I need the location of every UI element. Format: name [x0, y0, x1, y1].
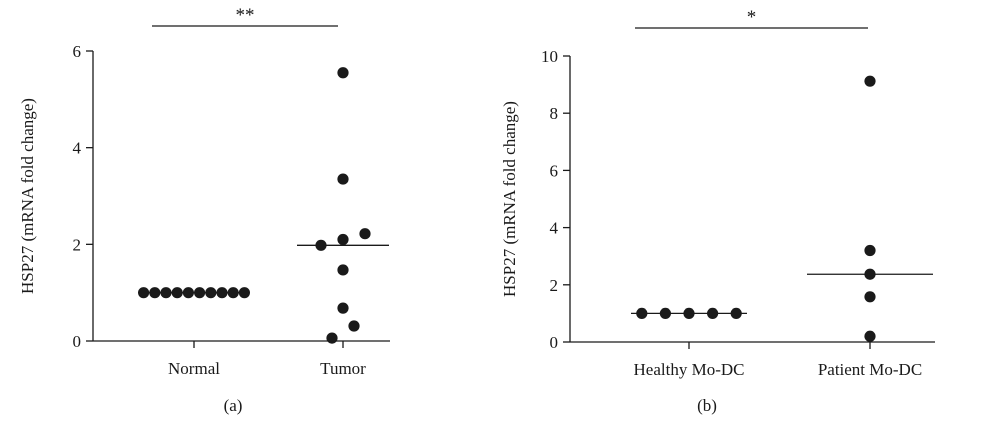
data-point — [337, 173, 349, 185]
y-axis-title: HSP27 (mRNA fold change) — [500, 101, 519, 297]
data-point — [337, 67, 349, 79]
significance-marker: * — [747, 7, 757, 28]
y-tick-label: 2 — [73, 235, 82, 254]
data-point — [864, 291, 876, 303]
y-tick-label: 0 — [73, 332, 82, 351]
y-tick-label: 0 — [550, 333, 559, 352]
data-point — [864, 244, 876, 257]
y-axis-title: HSP27 (mRNA fold change) — [18, 98, 37, 294]
panel-a-chart: 0 2 4 6 Normal Tumor HSP27 (mRNA fold change) *… — [18, 5, 390, 415]
x-category-label: Tumor — [320, 359, 366, 378]
x-category-label: Normal — [168, 359, 220, 378]
panel-b-chart: 0 2 4 6 8 10 Healthy Mo-DC Patient Mo-DC HSP27 (… — [500, 7, 935, 415]
data-point — [326, 332, 338, 344]
y-tick-label: 4 — [73, 139, 82, 158]
y-tick-label: 4 — [550, 219, 559, 238]
panel-label: (b) — [697, 396, 717, 415]
data-point — [359, 228, 371, 240]
data-point — [337, 302, 349, 314]
data-point — [337, 233, 349, 246]
data-point — [864, 75, 876, 87]
y-tick-label: 2 — [550, 276, 559, 295]
x-category-label: Patient Mo-DC — [818, 360, 922, 379]
panel-label: (a) — [224, 396, 243, 415]
data-point — [348, 320, 360, 332]
y-tick-label: 8 — [550, 104, 559, 123]
data-point — [337, 264, 349, 276]
data-point — [864, 330, 876, 342]
x-category-label: Healthy Mo-DC — [634, 360, 745, 379]
significance-marker: ** — [236, 5, 255, 26]
y-tick-label: 10 — [541, 47, 558, 66]
y-tick-label: 6 — [73, 42, 82, 61]
y-tick-label: 6 — [550, 161, 559, 180]
